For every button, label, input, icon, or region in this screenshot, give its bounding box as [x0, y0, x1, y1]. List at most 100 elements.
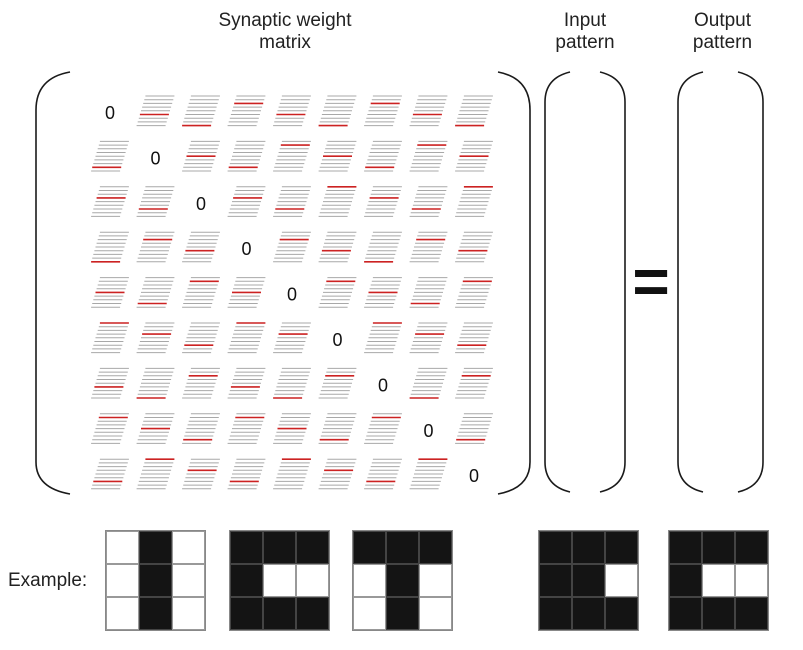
empty-cell: [263, 564, 296, 597]
filled-cell: [572, 597, 605, 630]
filled-cell: [263, 531, 296, 564]
mini-slanted-pattern-icon: [455, 95, 493, 127]
mini-slanted-pattern-icon: [182, 322, 220, 354]
mini-slanted-pattern-icon: [136, 458, 175, 490]
empty-cell: [735, 564, 768, 597]
filled-cell: [139, 531, 172, 564]
mini-slanted-pattern-icon: [136, 95, 175, 127]
mini-slanted-pattern-icon: [227, 322, 266, 354]
empty-cell: [296, 564, 329, 597]
mini-slanted-pattern-icon: [227, 95, 266, 127]
filled-cell: [702, 531, 735, 564]
filled-cell: [539, 531, 572, 564]
empty-cell: [172, 564, 205, 597]
mini-slanted-pattern-icon: [409, 277, 448, 308]
mini-slanted-pattern-icon: [409, 367, 448, 399]
mini-slanted-pattern-icon: [364, 458, 402, 490]
mini-slanted-pattern-icon: [364, 413, 402, 444]
empty-cell: [419, 597, 452, 630]
mini-slanted-pattern-icon: [364, 140, 402, 172]
mini-slanted-pattern-icon: [227, 413, 266, 444]
mini-slanted-pattern-icon: [182, 277, 220, 308]
diagonal-zero: 0: [378, 375, 388, 395]
mini-slanted-pattern-icon: [273, 367, 311, 399]
filled-cell: [386, 564, 419, 597]
mini-slanted-pattern-icon: [273, 186, 311, 217]
output-right-bracket: [737, 71, 764, 493]
filled-cell: [386, 597, 419, 630]
filled-cell: [386, 531, 419, 564]
output-title: Output pattern: [675, 10, 770, 54]
diagonal-zero: 0: [196, 194, 206, 214]
mini-slanted-pattern-icon: [318, 140, 357, 172]
mini-slanted-pattern-icon: [91, 231, 129, 263]
input-left-bracket: [544, 71, 571, 493]
weight-matrix: 0 0 0 0 0 0 0 0 0: [91, 95, 493, 490]
mini-slanted-pattern-icon: [318, 367, 357, 399]
mini-slanted-pattern-icon: [182, 140, 220, 172]
filled-cell: [296, 597, 329, 630]
mini-slanted-pattern-icon: [409, 140, 448, 172]
mini-slanted-pattern-icon: [318, 186, 357, 217]
mini-slanted-pattern-icon: [455, 231, 493, 263]
filled-cell: [735, 597, 768, 630]
matrix-title-line1: Synaptic weight: [218, 10, 352, 31]
mini-slanted-pattern-icon: [91, 140, 129, 172]
mini-slanted-pattern-icon: [455, 277, 493, 308]
empty-cell: [172, 531, 205, 564]
empty-cell: [353, 597, 386, 630]
filled-cell: [572, 564, 605, 597]
mini-slanted-pattern-icon: [455, 413, 493, 444]
filled-cell: [539, 597, 572, 630]
matrix-title: Synaptic weight matrix: [185, 10, 385, 54]
mini-slanted-pattern-icon: [409, 458, 448, 490]
matrix-left-bracket: [35, 71, 71, 495]
mini-slanted-pattern-icon: [227, 186, 266, 217]
filled-cell: [263, 597, 296, 630]
input-example-grid: [538, 530, 639, 631]
mini-slanted-pattern-icon: [455, 186, 493, 217]
input-title-line1: Input: [563, 10, 607, 31]
output-example-grid: [668, 530, 769, 631]
mini-slanted-pattern-icon: [364, 277, 402, 308]
mini-slanted-pattern-icon: [409, 231, 448, 263]
mini-slanted-pattern-icon: [182, 95, 220, 127]
mini-slanted-pattern-icon: [409, 186, 448, 217]
filled-cell: [605, 531, 638, 564]
output-title-line1: Output: [693, 10, 752, 31]
filled-cell: [669, 564, 702, 597]
mini-slanted-pattern-icon: [318, 277, 357, 308]
filled-cell: [139, 597, 172, 630]
input-title: Input pattern: [545, 10, 625, 54]
diagonal-zero: 0: [150, 148, 160, 168]
empty-cell: [702, 564, 735, 597]
mini-slanted-pattern-icon: [91, 458, 129, 490]
input-title-line2: pattern: [555, 32, 615, 53]
stored-pattern-3-grid: [352, 530, 453, 631]
output-title-line2: pattern: [692, 32, 753, 53]
filled-cell: [230, 564, 263, 597]
filled-cell: [572, 531, 605, 564]
mini-slanted-pattern-icon: [455, 367, 493, 399]
hopfield-diagram: = 0 0 0 0 0 0 0 0 0: [35, 71, 764, 495]
filled-cell: [669, 597, 702, 630]
mini-slanted-pattern-icon: [91, 413, 129, 444]
empty-cell: [172, 597, 205, 630]
mini-slanted-pattern-icon: [182, 413, 220, 444]
filled-cell: [605, 597, 638, 630]
filled-cell: [702, 597, 735, 630]
mini-slanted-pattern-icon: [91, 277, 129, 308]
mini-slanted-pattern-icon: [91, 186, 129, 217]
diagonal-zero: 0: [469, 466, 479, 486]
diagonal-zero: 0: [105, 103, 115, 123]
mini-slanted-pattern-icon: [182, 458, 220, 490]
matrix-right-bracket: [497, 71, 531, 495]
mini-slanted-pattern-icon: [364, 231, 402, 263]
empty-cell: [106, 564, 139, 597]
diagonal-zero: 0: [287, 285, 297, 305]
mini-slanted-pattern-icon: [136, 277, 175, 308]
filled-cell: [230, 597, 263, 630]
filled-cell: [353, 531, 386, 564]
mini-slanted-pattern-icon: [409, 322, 448, 354]
mini-slanted-pattern-icon: [182, 231, 220, 263]
